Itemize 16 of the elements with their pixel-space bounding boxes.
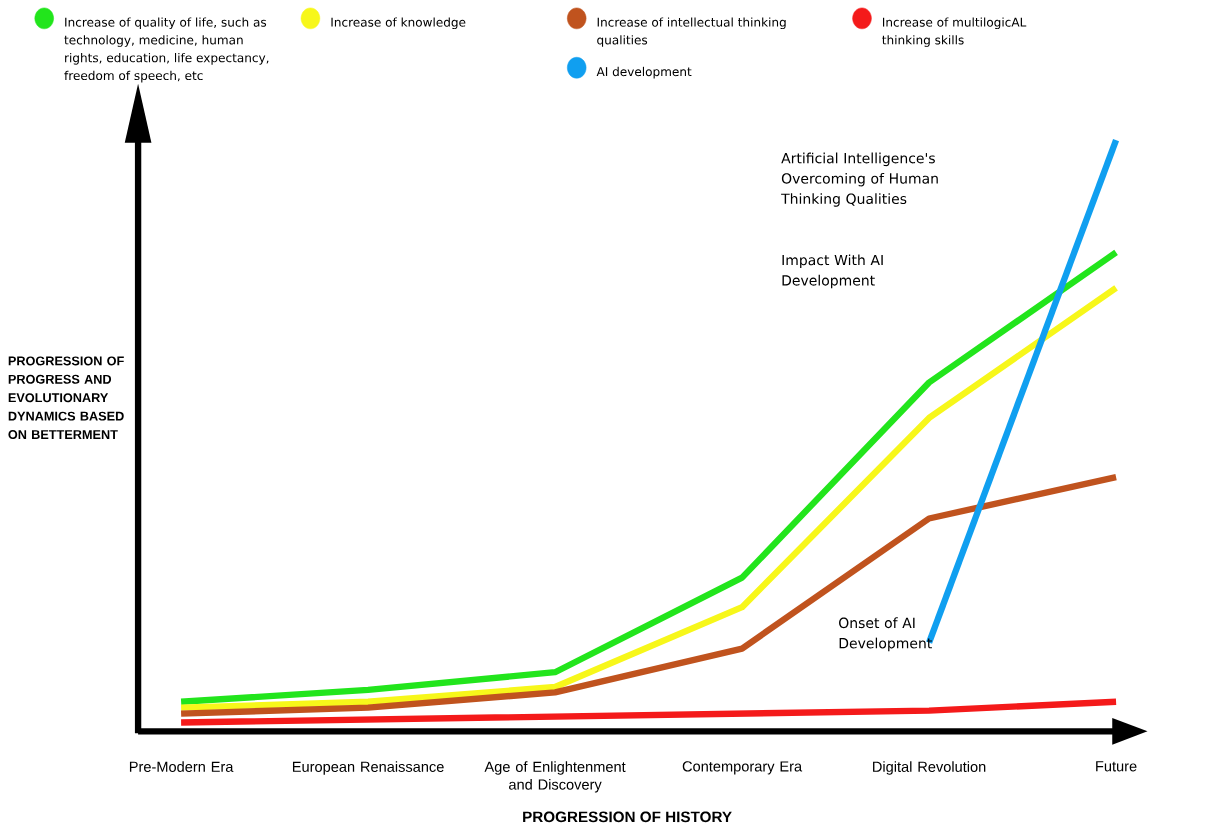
x-tick-label: Digital Revolution [873,761,986,776]
x-tick-label: Contemporary Era [682,761,803,775]
x-axis-title: PROGRESSION OF HISTORY [523,811,732,823]
x-tick-label: Pre-Modern Era [129,761,234,773]
x-tick-label: European Renaissance [292,761,444,776]
legend-label: Increase of multilogicAL thinking skills [882,17,1027,48]
annotation: Impact With AI Development [782,254,883,289]
legend-label: Increase of quality of life, such as technology, medicine, human rights, education, life expectancy, freedom of speech, etc [64,17,269,83]
legend-label: Increase of knowledge [331,17,466,30]
legend-label: Increase of intellectual thinking qualities [597,17,786,48]
x-tick-label: Age of Enlightenment and Discovery [484,761,626,793]
annotation: Onset of AI Development [839,617,932,652]
legend-label: AI development [596,67,692,79]
y-axis-title: PROGRESSION OF PROGRESS AND EVOLUTIONARY DYNAMICS BASED ON BETTERMENT [8,356,124,440]
x-tick-label: Future [1096,761,1137,772]
annotation: Artificial Intelligence's Overcoming of Human Thinking Qualities [781,152,938,208]
